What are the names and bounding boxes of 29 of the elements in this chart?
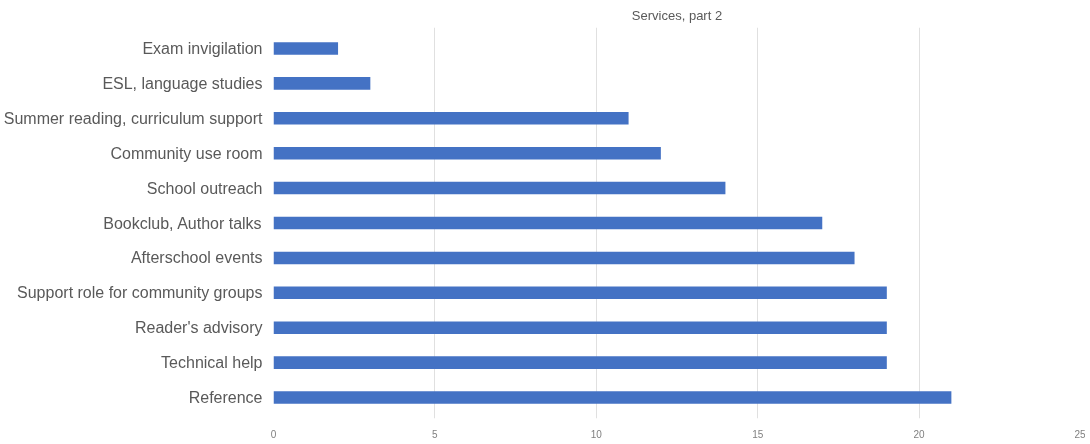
y-tick-label: Reader's advisory xyxy=(134,319,263,337)
bar xyxy=(273,286,887,300)
y-tick-label: Exam invigilation xyxy=(142,39,263,57)
bar xyxy=(273,321,887,335)
y-tick-label: Summer reading, curriculum support xyxy=(3,109,264,127)
x-tick-label: 10 xyxy=(590,428,603,440)
chart-title: Services, part 2 xyxy=(631,7,723,23)
bar xyxy=(273,146,661,160)
x-tick-label: 0 xyxy=(270,428,277,440)
y-tick-label: Bookclub, Author talks xyxy=(103,214,262,232)
y-tick-label: Support role for community groups xyxy=(17,284,263,302)
x-tick-label: 25 xyxy=(1074,428,1086,440)
y-tick-label: Reference xyxy=(188,389,263,407)
x-tick-label: 15 xyxy=(752,428,764,440)
y-tick-label: Afterschool events xyxy=(130,249,263,267)
bar xyxy=(273,251,855,265)
y-tick-label: ESL, language studies xyxy=(102,74,263,92)
x-tick-label: 5 xyxy=(432,428,439,440)
bar xyxy=(273,356,887,369)
x-tick-label: 20 xyxy=(913,428,926,440)
bar xyxy=(273,111,629,125)
bar xyxy=(273,42,339,55)
bar xyxy=(273,391,952,404)
y-tick-label: Technical help xyxy=(161,354,263,372)
bar xyxy=(273,216,823,230)
y-tick-label: Community use room xyxy=(110,144,263,162)
bar xyxy=(273,77,371,90)
bar xyxy=(273,181,726,195)
y-tick-label: School outreach xyxy=(146,179,263,197)
